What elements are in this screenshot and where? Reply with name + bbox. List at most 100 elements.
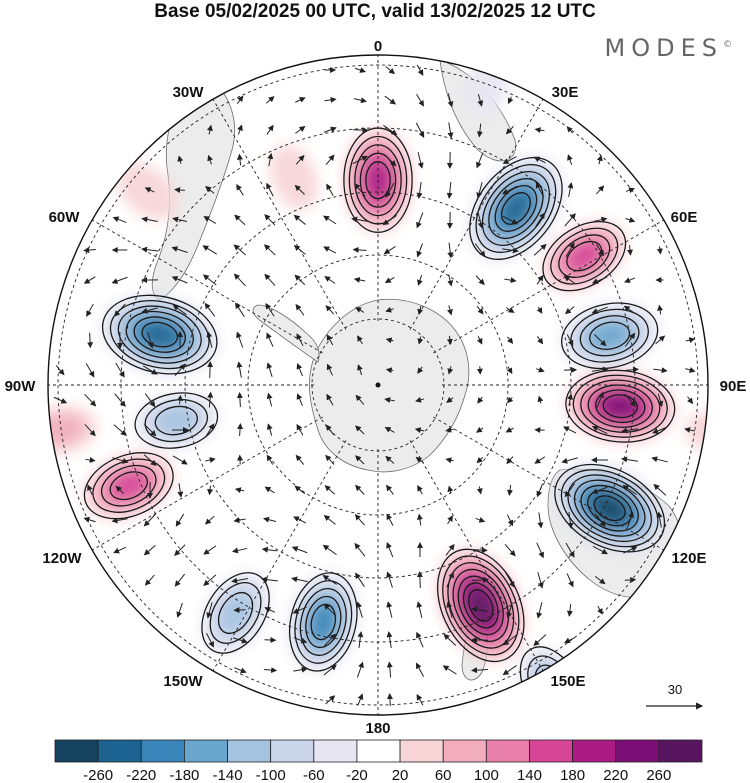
anomaly-contour (125, 310, 194, 359)
colorbar-tick-label: -260 (83, 767, 113, 783)
wind-arrow (596, 391, 604, 408)
wind-arrow (476, 305, 484, 315)
wind-arrow (235, 302, 245, 317)
colorbar: -260 -220 -180 -140 -100 -60 -20 20 60 100 140 180 2… (54, 739, 703, 783)
wind-arrow (502, 634, 517, 646)
wind-arrow (176, 602, 183, 618)
wind-arrow (177, 483, 184, 498)
wind-arrow (416, 631, 424, 648)
wind-arrow (172, 304, 187, 316)
wind-arrow (442, 665, 457, 675)
wind-arrow (354, 183, 366, 197)
anomaly-contour (566, 240, 603, 272)
wind-arrow (264, 607, 275, 613)
wind-arrow (445, 426, 454, 433)
wind-arrow (326, 393, 334, 406)
wind-arrow (147, 332, 154, 349)
wind-arrow (383, 125, 398, 136)
wind-arrow (385, 367, 394, 374)
graticule (48, 55, 708, 715)
brand-logo: MODES© (605, 34, 732, 62)
anomaly-contour (481, 171, 550, 246)
lon-label-60e: 60E (671, 209, 698, 226)
anomaly-contour (289, 572, 358, 672)
wind-arrow (533, 156, 546, 164)
wind-arrow (417, 366, 424, 374)
wind-arrow (355, 572, 365, 587)
wind-arrow (141, 307, 158, 314)
wind-arrow (141, 246, 159, 253)
wind-arrow (625, 217, 636, 223)
lon-label-30w: 30W (173, 84, 205, 101)
anomaly-shade (468, 589, 494, 622)
wind-arrow (386, 631, 393, 648)
wind-arrow (266, 454, 274, 465)
colorbar-swatch (529, 739, 574, 763)
wind-arrow (266, 124, 274, 135)
wind-arrow (384, 95, 397, 105)
wind-arrow (385, 455, 395, 464)
wind-arrow (447, 93, 454, 108)
wind-arrow (233, 244, 247, 256)
anomaly-contour (462, 582, 499, 629)
wind-arrow (323, 215, 337, 225)
wind-arrow (267, 152, 274, 167)
wind-arrow (264, 214, 276, 226)
wind-arrow (352, 246, 367, 253)
wind-arrow (446, 571, 454, 588)
anomaly-contour (359, 152, 397, 208)
latitude-circle-40s (57, 64, 699, 706)
lon-label-150w: 150W (163, 673, 203, 690)
anomaly-contour (457, 575, 504, 636)
wind-arrow (567, 182, 574, 198)
wind-arrow (112, 457, 129, 464)
wind-arrow (502, 247, 519, 254)
wind-arrow (416, 513, 423, 526)
meridians (48, 55, 708, 715)
wind-arrow (114, 393, 126, 407)
anomaly-contour (558, 234, 611, 278)
wind-arrow (111, 276, 128, 284)
wind-arrow (174, 363, 186, 377)
wind-arrow (385, 337, 394, 344)
wind-arrow (383, 154, 397, 167)
wind-arrow (356, 601, 363, 618)
anomaly-contour (593, 495, 626, 522)
wind-arrow (206, 633, 214, 648)
wind-arrow (236, 331, 244, 348)
colorbar-swatch (227, 739, 272, 763)
wind-arrow (507, 336, 514, 345)
wind-arrow (566, 604, 573, 617)
wind-arrow (657, 304, 664, 315)
wind-arrow (237, 423, 244, 437)
wind-arrow (475, 426, 484, 433)
wind-arrow (567, 393, 574, 406)
wind-arrow (591, 306, 608, 314)
wind-arrow (536, 274, 544, 285)
wind-arrow (233, 273, 246, 287)
wind-arrow (383, 246, 396, 255)
wind-arrow (417, 274, 423, 286)
map-title: Base 05/02/2025 00 UTC, valid 13/02/2025… (154, 1, 596, 22)
wind-arrow (236, 391, 243, 408)
anomaly-contour (572, 374, 668, 438)
wind-arrow (657, 393, 664, 408)
anomaly-contour (494, 185, 538, 232)
wind-arrow (625, 187, 635, 194)
wind-arrow (655, 335, 666, 345)
wind-arrow (685, 337, 696, 344)
wind-arrow (55, 365, 65, 376)
wind-arrow (536, 602, 543, 619)
wind-arrow (352, 155, 369, 165)
meridian-line (433, 416, 667, 552)
wind-arrow (113, 546, 127, 554)
wind-arrow (594, 513, 606, 527)
colorbar-swatch (572, 739, 617, 763)
anomaly-contour (468, 589, 494, 622)
wind-arrow (355, 425, 365, 435)
wind-arrow (206, 602, 213, 619)
wind-arrow (386, 541, 394, 558)
wind-arrow (354, 542, 366, 557)
colorbar-tick-label: 140 (517, 767, 542, 783)
wind-arrow (416, 212, 424, 229)
